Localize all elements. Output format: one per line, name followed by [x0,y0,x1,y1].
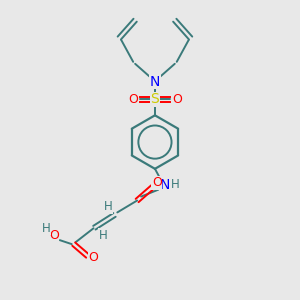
Text: N: N [150,75,160,88]
Text: H: H [170,178,179,191]
Text: H: H [99,229,108,242]
Text: O: O [49,229,59,242]
Text: O: O [172,93,182,106]
Text: H: H [42,222,50,235]
Text: H: H [104,200,113,213]
Text: S: S [151,92,159,106]
Text: N: N [160,178,170,192]
Text: O: O [152,176,162,189]
Text: O: O [88,251,98,265]
Text: O: O [128,93,138,106]
